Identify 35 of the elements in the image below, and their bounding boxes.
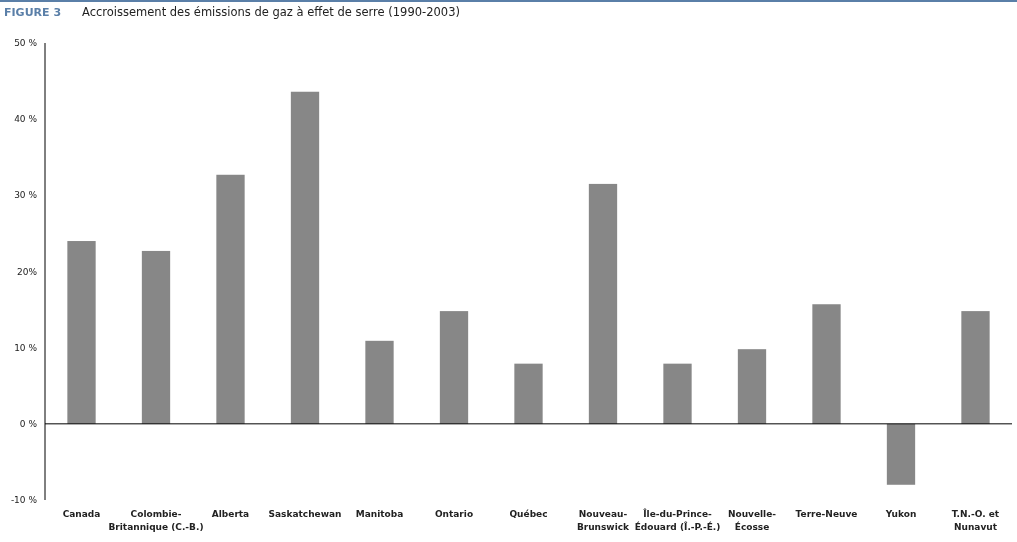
- chart-subtitle: FIGURE 3: [4, 6, 62, 19]
- x-tick-label: Alberta: [211, 509, 250, 519]
- x-tick-label: Canada: [62, 509, 101, 519]
- y-tick-label: -10 %: [10, 495, 38, 506]
- x-tick-label: Colombie-Britannique (C.-B.): [108, 509, 204, 532]
- x-tick-label: Yukon: [884, 509, 917, 519]
- x-tick-label: Terre-Neuve: [795, 509, 858, 519]
- bar: [216, 174, 245, 424]
- bar: [141, 250, 171, 424]
- bar: [365, 340, 394, 424]
- x-tick-label: Île-du-Prince-Édouard (Î.-P.-É.): [634, 508, 721, 532]
- bar: [886, 423, 916, 485]
- bar: [290, 91, 320, 424]
- y-tick-label: 10 %: [14, 342, 38, 353]
- y-tick-label: 40 %: [14, 114, 38, 125]
- x-tick-label: Nouvelle-Écosse: [727, 509, 777, 532]
- bar: [67, 241, 96, 424]
- bar: [961, 311, 990, 424]
- y-tick-label: 50 %: [14, 38, 38, 49]
- y-tick-label: 20%: [16, 266, 38, 277]
- bar: [663, 363, 692, 424]
- y-tick-label: 0 %: [19, 418, 38, 429]
- x-tick-label: Saskatchewan: [268, 509, 342, 519]
- x-tick-label: Ontario: [434, 509, 474, 519]
- y-tick-label: 30 %: [14, 190, 38, 201]
- x-tick-label: Manitoba: [355, 509, 404, 519]
- bar: [737, 349, 767, 424]
- bar: [812, 304, 841, 424]
- bar: [588, 183, 618, 424]
- x-tick-label: T.N.-O. et Nunavut: [951, 509, 1000, 532]
- x-tick-label: Nouveau-Brunswick: [576, 509, 631, 532]
- x-tick-label: Québec: [509, 509, 548, 519]
- bar: [439, 311, 469, 424]
- chart-title: Accroissement des émissions de gaz à effet de serre (1990-2003): [82, 5, 460, 19]
- bar: [514, 363, 543, 424]
